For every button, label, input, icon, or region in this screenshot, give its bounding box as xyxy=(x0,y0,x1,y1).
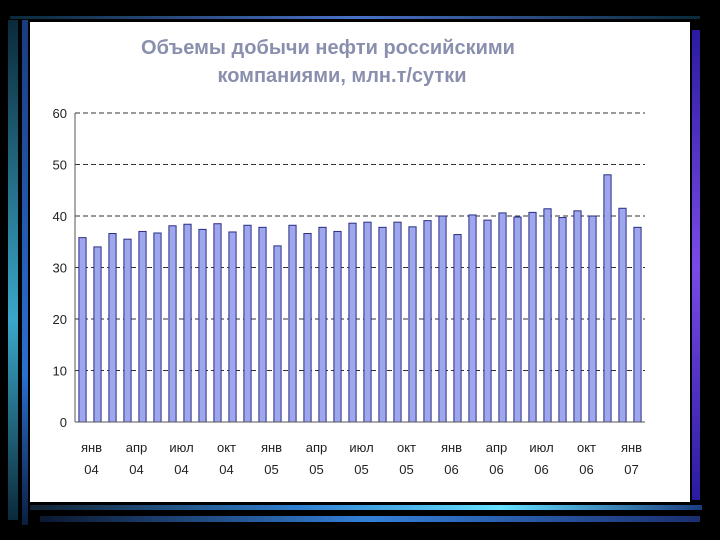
bar xyxy=(618,207,627,423)
bar xyxy=(528,211,537,423)
bar xyxy=(213,223,222,423)
x-tick-label: 05 xyxy=(399,462,413,477)
bar xyxy=(138,230,147,423)
x-tick-label: окт xyxy=(217,440,236,455)
left-decor-stripe xyxy=(8,20,18,520)
x-tick-label: янв xyxy=(621,440,642,455)
x-tick-label: 05 xyxy=(354,462,368,477)
x-tick-label: янв xyxy=(441,440,462,455)
bar xyxy=(153,232,162,423)
x-tick-label: 06 xyxy=(534,462,548,477)
x-tick-label: 05 xyxy=(309,462,323,477)
top-decor-line xyxy=(10,16,700,19)
x-tick-label: апр xyxy=(126,440,148,455)
bar xyxy=(633,226,642,423)
bottom-decor-stripe xyxy=(30,505,702,510)
bar xyxy=(123,238,132,423)
x-tick-label: 04 xyxy=(84,462,98,477)
bar xyxy=(273,245,282,423)
bar xyxy=(243,224,252,423)
bar xyxy=(513,216,522,423)
bar xyxy=(168,225,177,423)
bar-chart: Объемы добычи нефти российскими компания… xyxy=(53,37,645,477)
bar xyxy=(363,221,372,423)
bar xyxy=(423,220,432,423)
chart-title-line2: компаниями, млн.т/сутки xyxy=(217,65,466,87)
bar xyxy=(558,217,567,423)
x-tick-label: 05 xyxy=(264,462,278,477)
bar xyxy=(498,212,507,423)
bar xyxy=(198,228,207,423)
x-tick-label: июл xyxy=(349,440,373,455)
x-tick-label: окт xyxy=(577,440,596,455)
x-tick-label: окт xyxy=(397,440,416,455)
bar xyxy=(543,208,552,423)
bar xyxy=(468,214,477,423)
x-tick-label: 06 xyxy=(489,462,503,477)
y-tick-label: 0 xyxy=(60,415,67,430)
x-tick-label: июл xyxy=(529,440,553,455)
x-tick-label: 04 xyxy=(129,462,143,477)
bar xyxy=(303,233,312,423)
x-tick-label: янв xyxy=(261,440,282,455)
y-tick-label: 50 xyxy=(53,158,67,173)
bar xyxy=(288,224,297,423)
x-tick-label: 06 xyxy=(579,462,593,477)
x-tick-label: янв xyxy=(81,440,102,455)
chart-title-line1: Объемы добычи нефти российскими xyxy=(141,37,515,59)
bar xyxy=(378,226,387,423)
bar xyxy=(318,226,327,423)
y-tick-label: 30 xyxy=(53,261,67,276)
left-decor-stripe-inner xyxy=(22,20,28,525)
bar xyxy=(453,234,462,423)
bar xyxy=(348,222,357,423)
bar xyxy=(438,215,447,423)
x-tick-label: 07 xyxy=(624,462,638,477)
y-tick-label: 40 xyxy=(53,209,67,224)
x-tick-label: 06 xyxy=(444,462,458,477)
y-tick-label: 20 xyxy=(53,312,67,327)
x-tick-label: апр xyxy=(486,440,508,455)
bar xyxy=(228,231,237,423)
y-tick-label: 60 xyxy=(53,106,67,121)
bar xyxy=(183,223,192,423)
bar xyxy=(603,174,612,423)
right-decor-stripe xyxy=(692,30,700,500)
bars xyxy=(78,174,642,423)
bar xyxy=(78,237,87,423)
x-tick-label: 04 xyxy=(219,462,233,477)
bar xyxy=(408,226,417,423)
x-axis-ticks: янв 04 апр 04 июл 04 окт 04 янв 05 апр 05 июл 05 окт 05… xyxy=(81,440,642,477)
bar xyxy=(483,219,492,423)
chart-panel: Объемы добычи нефти российскими компания… xyxy=(30,22,690,502)
y-tick-label: 10 xyxy=(53,364,67,379)
bar xyxy=(573,210,582,423)
bar xyxy=(258,226,267,423)
x-tick-label: 04 xyxy=(174,462,188,477)
bar xyxy=(93,246,102,423)
bottom-decor-stripe-lower xyxy=(40,516,700,522)
bar xyxy=(588,215,597,423)
bar xyxy=(333,230,342,423)
x-tick-label: апр xyxy=(306,440,328,455)
bar xyxy=(393,221,402,423)
bar xyxy=(108,233,117,423)
x-tick-label: июл xyxy=(169,440,193,455)
y-axis-ticks: 0 10 20 30 40 50 60 xyxy=(53,106,67,430)
